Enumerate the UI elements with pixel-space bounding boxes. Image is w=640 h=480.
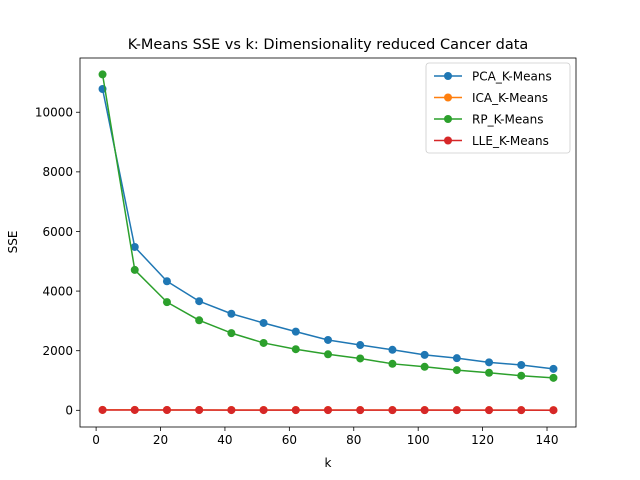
data-point — [517, 406, 526, 415]
data-point — [130, 242, 139, 251]
data-point — [452, 354, 461, 363]
data-point — [227, 309, 236, 318]
data-point — [259, 338, 268, 347]
data-point — [291, 327, 300, 336]
data-point — [356, 341, 365, 350]
legend-marker — [444, 115, 452, 123]
x-axis-label: k — [325, 456, 332, 470]
data-point — [162, 406, 171, 415]
y-tick-label: 6000 — [42, 225, 73, 239]
data-point — [485, 368, 494, 377]
legend-label: ICA_K-Means — [472, 91, 548, 105]
series-lle-k-means — [98, 405, 558, 415]
data-point — [452, 406, 461, 415]
data-point — [259, 318, 268, 327]
data-point — [130, 265, 139, 274]
x-tick-label: 0 — [92, 433, 100, 447]
data-point — [356, 354, 365, 363]
legend-marker — [444, 72, 452, 80]
y-axis: 0 2000 4000 6000 8000 10000 — [35, 106, 80, 418]
series-pca-k-means — [98, 84, 558, 373]
data-point — [420, 350, 429, 359]
data-point — [517, 371, 526, 380]
data-point — [259, 406, 268, 415]
plot-frame — [79, 57, 577, 428]
y-tick-label: 4000 — [42, 284, 73, 298]
legend-marker — [444, 136, 452, 145]
data-point — [549, 406, 558, 415]
data-point — [98, 405, 107, 414]
legend-item: LLE_K-Means — [434, 134, 549, 148]
y-tick-label: 2000 — [42, 344, 73, 358]
legend-item: RP_K-Means — [434, 112, 543, 126]
data-point — [324, 335, 332, 344]
y-tick-label: 8000 — [42, 165, 73, 179]
y-axis-label: SSE — [6, 231, 20, 254]
y-tick-label: 0 — [65, 404, 73, 418]
data-point — [549, 364, 558, 373]
series-rp-k-means — [98, 70, 558, 382]
legend-box — [425, 62, 571, 154]
data-point — [291, 406, 300, 415]
data-point — [388, 406, 397, 415]
data-point — [195, 406, 204, 415]
data-point — [324, 406, 332, 415]
legend-label: LLE_K-Means — [472, 134, 549, 148]
data-point — [227, 406, 236, 415]
data-point — [388, 359, 397, 368]
data-point — [162, 298, 171, 307]
legend: PCA_K-Means ICA_K-Means RP_K-Means LLE_K-Me… — [425, 62, 571, 154]
legend-item: ICA_K-Means — [434, 91, 548, 105]
data-point — [291, 345, 300, 354]
data-point — [517, 361, 526, 370]
x-tick-label: 80 — [346, 433, 361, 447]
data-point — [195, 297, 204, 306]
x-axis: 0 20 40 60 80 100 120 140 — [92, 427, 558, 447]
y-tick-label: 10000 — [35, 106, 73, 120]
data-point — [227, 329, 236, 338]
legend-item: PCA_K-Means — [434, 69, 552, 83]
data-point — [420, 362, 429, 371]
legend-marker — [444, 93, 452, 102]
data-point — [549, 373, 558, 382]
x-tick-label: 40 — [217, 433, 232, 447]
data-point — [195, 316, 204, 325]
data-point — [356, 406, 365, 415]
legend-label: PCA_K-Means — [472, 69, 552, 83]
x-tick-label: 120 — [471, 433, 494, 447]
data-point — [452, 366, 461, 375]
chart-title: K-Means SSE vs k: Dimensionality reduced… — [128, 37, 529, 53]
x-tick-label: 60 — [282, 433, 297, 447]
x-tick-label: 100 — [407, 433, 430, 447]
series-layer — [98, 70, 558, 415]
data-point — [420, 406, 429, 415]
legend-label: RP_K-Means — [472, 112, 543, 126]
x-tick-label: 20 — [153, 433, 168, 447]
data-point — [485, 406, 494, 415]
data-point — [324, 350, 332, 359]
data-point — [485, 358, 494, 367]
x-tick-label: 140 — [536, 433, 559, 447]
data-point — [162, 277, 171, 286]
data-point — [388, 345, 397, 354]
data-point — [130, 405, 139, 414]
data-point — [98, 70, 107, 79]
plot-area — [79, 57, 577, 428]
